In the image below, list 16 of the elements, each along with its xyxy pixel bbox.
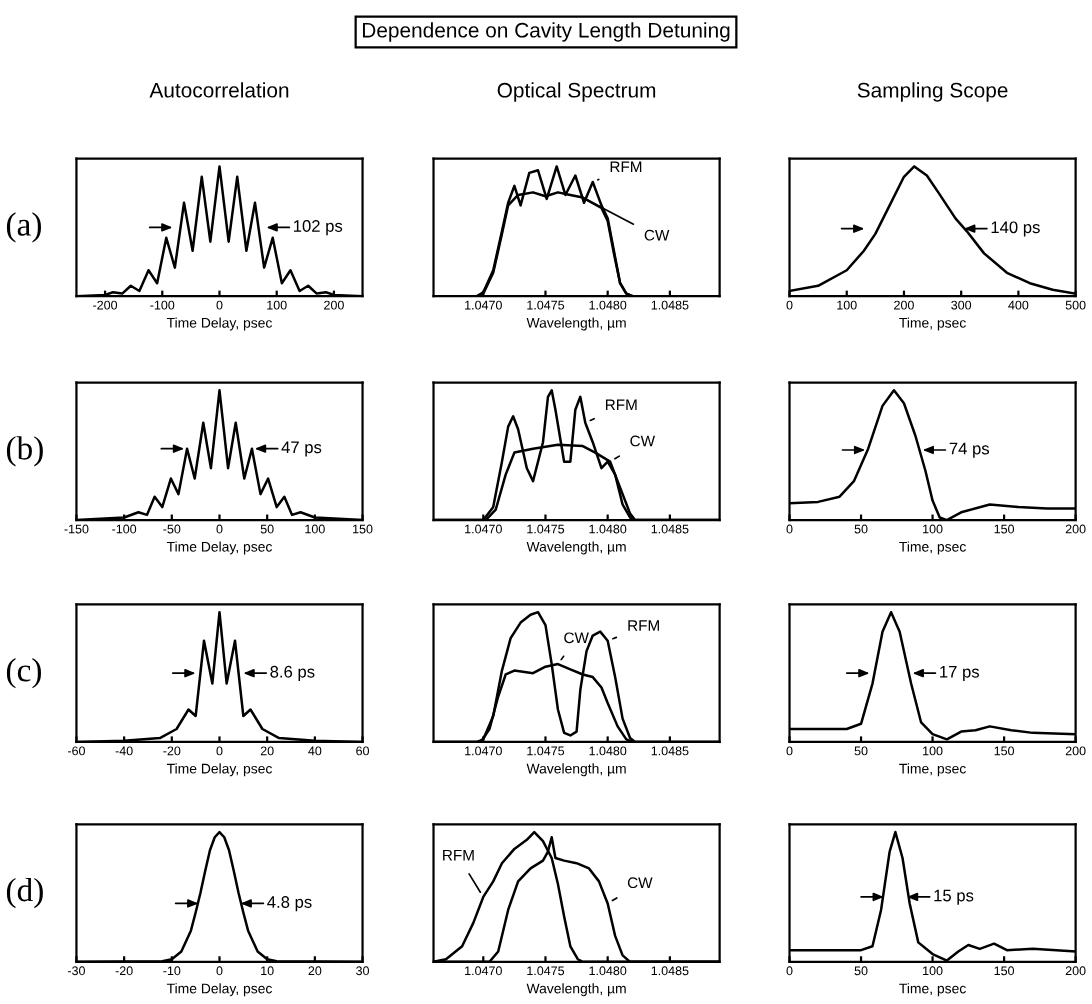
chart-title: Dependence on Cavity Length Detuning xyxy=(362,22,730,42)
chart-subtitle: Autocorrelation xyxy=(149,82,289,98)
annotation: 102 ps xyxy=(294,220,343,236)
annotation: 47 ps xyxy=(281,441,322,457)
annotation: 140 ps xyxy=(991,221,1040,237)
text: (d) xyxy=(6,877,43,909)
annotation: 4.8 ps xyxy=(267,896,312,912)
annotation: 17 ps xyxy=(940,666,980,681)
text: (a) xyxy=(6,212,41,243)
text: (b) xyxy=(6,436,43,467)
chart-subtitle: Sampling Scope xyxy=(857,82,1008,102)
annotation: 8.6 ps xyxy=(270,665,315,681)
annotation: 15 ps xyxy=(934,889,974,905)
chart-subtitle: Optical Spectrum xyxy=(497,82,656,102)
annotation: 74 ps xyxy=(949,442,990,458)
text: (c) xyxy=(6,658,41,689)
